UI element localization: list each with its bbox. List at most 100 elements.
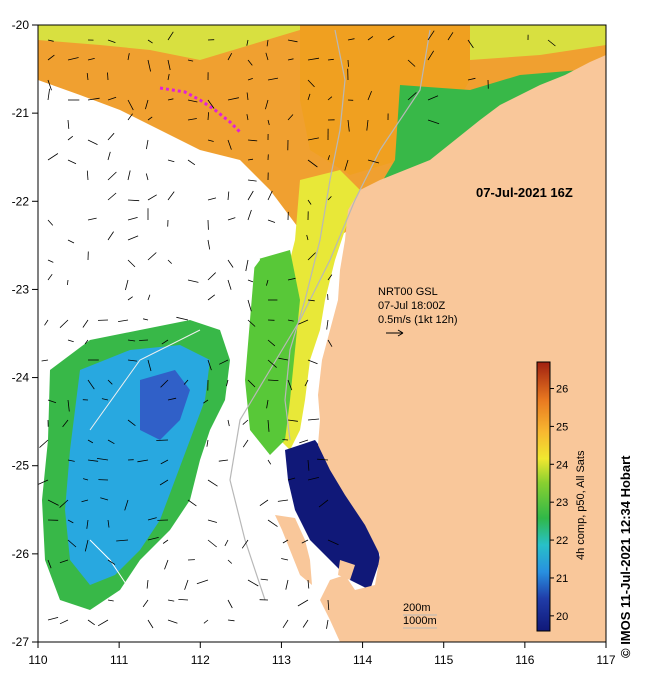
current-vector: [287, 379, 293, 391]
current-vector: [160, 379, 169, 388]
current-vector: [87, 58, 95, 61]
current-vector: [242, 419, 249, 425]
y-axis: -20 -21 -22 -23 -24 -25 -26 -27: [12, 18, 38, 649]
current-vector: [67, 399, 70, 412]
current-vector: [107, 599, 114, 602]
current-vector: [327, 274, 333, 281]
current-vector: [116, 539, 129, 542]
current-vector: [467, 39, 474, 49]
current-vector: [347, 59, 349, 67]
current-vector: [47, 79, 52, 91]
current-vector: [227, 53, 233, 61]
current-vector: [242, 439, 249, 448]
current-vector: [327, 96, 333, 101]
land-peninsula: [275, 515, 312, 585]
current-vector: [59, 559, 69, 564]
contour-label-200m: 200m: [403, 602, 431, 614]
current-vector: [307, 57, 320, 61]
current-vector: [327, 58, 334, 61]
x-tick-label: 115: [434, 653, 453, 667]
current-vector: [247, 379, 256, 388]
current-vector: [47, 39, 54, 42]
current-vector: [147, 116, 153, 121]
current-vector: [176, 316, 189, 321]
x-axis: 110 111 112 113 114 115 116 117: [28, 642, 616, 667]
sst-field: [38, 25, 606, 642]
current-vector: [145, 173, 149, 181]
current-vector: [307, 252, 316, 261]
current-vector: [326, 619, 329, 629]
current-vector: [427, 95, 439, 101]
current-vector: [327, 155, 330, 161]
current-vector: [67, 119, 70, 129]
current-vector: [127, 235, 139, 241]
current-vector: [347, 119, 350, 132]
current-vector: [247, 209, 252, 221]
current-vector: [47, 399, 57, 404]
current-vector: [38, 479, 49, 485]
credit-text: © IMOS 11-Jul-2021 12:34 Hobart: [618, 455, 633, 659]
current-vector: [156, 439, 169, 441]
current-vector: [160, 459, 169, 465]
current-vector: [246, 114, 249, 121]
current-vector: [203, 399, 209, 404]
y-tick-label: -27: [12, 635, 30, 649]
current-vector: [267, 190, 273, 201]
current-vector: [147, 359, 152, 372]
current-vector: [67, 159, 77, 165]
current-vector: [207, 139, 214, 142]
current-vector: [207, 519, 218, 523]
current-vector: [44, 319, 49, 326]
current-vector: [125, 279, 129, 291]
current-vector: [67, 539, 77, 548]
legend-scale-label: 0.5m/s (1kt 12h): [378, 314, 457, 326]
current-vector: [327, 539, 339, 546]
current-vector: [219, 359, 229, 365]
current-vector: [298, 319, 309, 325]
current-vector: [127, 339, 136, 342]
current-vector: [299, 439, 309, 444]
current-vector: [467, 77, 476, 81]
current-vector: [167, 397, 177, 401]
current-vector: [107, 439, 115, 445]
current-vector: [107, 379, 113, 385]
current-vector: [87, 459, 99, 462]
current-vector: [307, 159, 318, 168]
current-vector: [67, 519, 74, 524]
current-vector: [47, 259, 54, 263]
current-vector: [267, 519, 278, 527]
current-vector: [167, 599, 175, 602]
current-vector: [147, 39, 153, 44]
current-vector: [187, 499, 197, 507]
current-vector: [367, 36, 374, 41]
current-vector: [267, 459, 272, 465]
current-vector: [96, 458, 109, 461]
current-vector: [247, 139, 258, 142]
current-vector: [147, 59, 151, 72]
current-vector: [127, 259, 136, 268]
current-vector: [227, 139, 232, 150]
current-vector: [267, 419, 270, 432]
current-vector: [87, 619, 95, 626]
current-vector: [547, 39, 556, 47]
current-vector: [143, 318, 149, 321]
current-vector: [427, 30, 435, 41]
current-vector: [167, 31, 174, 41]
legend-arrow: [386, 329, 404, 337]
current-vector: [227, 191, 230, 201]
current-vector: [47, 559, 52, 569]
y-tick-label: -24: [12, 371, 30, 385]
current-vector: [147, 294, 151, 301]
current-vector: [327, 599, 330, 611]
current-vector: [218, 459, 229, 462]
colorbar-tick-label: 25: [556, 421, 568, 433]
current-vector: [367, 90, 372, 101]
current-vector: [59, 619, 69, 625]
y-tick-label: -22: [12, 194, 30, 208]
current-vector: [307, 459, 310, 471]
current-vector: [124, 499, 129, 511]
current-vector: [187, 159, 196, 166]
current-vector: [301, 539, 309, 544]
current-vector: [306, 234, 309, 241]
